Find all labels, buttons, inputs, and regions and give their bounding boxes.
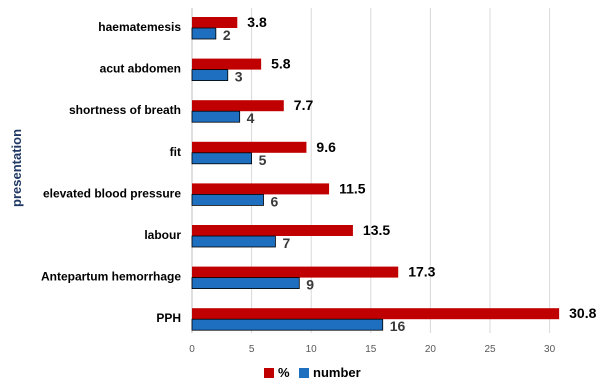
category-labels: haematemesis acut abdomen shortness of bre…: [41, 20, 181, 325]
legend-swatch-number: [299, 368, 309, 378]
bar-number: [191, 235, 276, 248]
data-label-percent: 7.7: [294, 97, 314, 113]
category-label: PPH: [156, 311, 181, 325]
category-label: elevated blood pressure: [43, 186, 181, 200]
bar-percent: [192, 308, 560, 320]
bar-number: [191, 110, 241, 123]
data-label-percent: 11.5: [339, 180, 366, 196]
bar-number: [191, 152, 252, 165]
x-tick-label: 5: [249, 344, 255, 355]
bar-number: [191, 193, 264, 206]
x-tick-label: 0: [189, 344, 195, 355]
x-tick-label: 20: [425, 344, 437, 355]
bar-percent: [192, 183, 330, 195]
bar-number: [191, 277, 300, 290]
legend: % number: [264, 365, 361, 380]
legend-swatch-percent: [264, 368, 274, 378]
data-label-number: 9: [306, 277, 314, 293]
x-tick-label: 15: [365, 344, 377, 355]
category-label: shortness of breath: [69, 103, 181, 117]
data-label-number: 6: [271, 193, 279, 209]
data-label-percent: 5.8: [271, 56, 291, 72]
bar-number: [191, 27, 217, 40]
legend-label-percent: %: [278, 365, 290, 380]
bar-number: [191, 318, 384, 331]
bar-percent: [192, 58, 262, 70]
legend-label-number: number: [313, 365, 361, 380]
data-label-number: 7: [282, 235, 290, 251]
data-label-percent: 30.8: [569, 305, 596, 321]
data-label-number: 4: [247, 110, 255, 126]
x-tick-labels: 05101520253035: [189, 344, 556, 355]
category-label: fit: [170, 145, 181, 159]
bar-percent: [192, 266, 399, 278]
bar-percent: [192, 225, 353, 236]
bar-percent: [192, 100, 284, 112]
data-label-number: 5: [259, 152, 267, 168]
data-label-percent: 17.3: [408, 264, 435, 280]
data-label-number: 2: [223, 27, 231, 43]
data-label-number: 16: [390, 318, 406, 334]
bar-percent: [192, 141, 307, 153]
category-label: acut abdomen: [100, 62, 181, 76]
data-label-percent: 13.5: [363, 222, 390, 238]
x-tick-label: 10: [306, 344, 318, 355]
data-labels: 3.8 2 5.8 3 7.7 4 9.6 5 11.5 6 13.5 7 17.3 9 30.8 16: [223, 14, 597, 334]
y-axis-label: presentation: [9, 129, 24, 207]
category-label: haematemesis: [98, 20, 181, 34]
data-label-percent: 9.6: [316, 139, 336, 155]
data-label-number: 3: [235, 69, 243, 85]
category-label: labour: [144, 228, 181, 242]
data-label-percent: 3.8: [247, 14, 267, 30]
bars: [191, 17, 560, 331]
bar-number: [191, 69, 229, 81]
category-label: Antepartum hemorrhage: [41, 270, 181, 284]
x-tick-label: 25: [484, 344, 496, 355]
x-tick-label: 30: [544, 344, 556, 355]
bar-percent: [192, 17, 238, 28]
